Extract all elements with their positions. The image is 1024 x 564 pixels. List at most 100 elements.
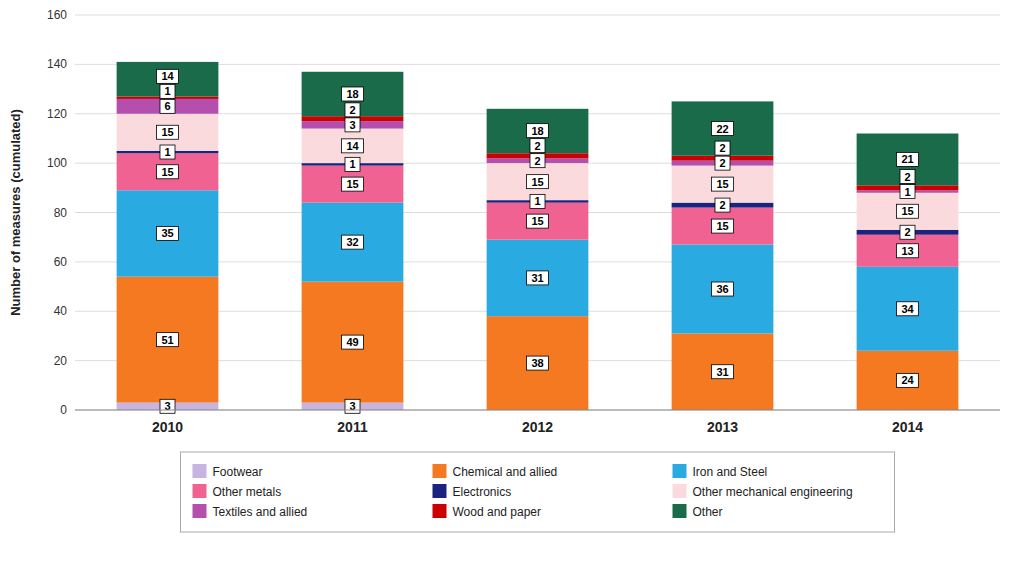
data-label: 1 (534, 195, 540, 207)
data-label-box (530, 154, 545, 168)
data-label-box (900, 225, 915, 239)
x-tick-label: 2011 (337, 419, 368, 435)
grid-line (75, 410, 1000, 411)
data-label-box (527, 124, 549, 138)
bar-segment (302, 282, 404, 403)
data-label-box (160, 99, 175, 113)
data-label: 51 (161, 334, 173, 346)
y-tick-label: 40 (54, 304, 68, 318)
x-tick-label: 2010 (152, 419, 183, 435)
data-label: 2 (534, 140, 540, 152)
data-label: 18 (346, 88, 358, 100)
data-label: 15 (161, 126, 173, 138)
data-label-box (345, 399, 360, 413)
data-label-box (715, 156, 730, 170)
y-axis-label: Number of measures (cumulated) (8, 109, 23, 316)
data-label: 32 (346, 236, 358, 248)
data-label-box (712, 282, 734, 296)
y-tick-label: 80 (54, 206, 68, 220)
data-label: 15 (716, 178, 728, 190)
data-label-box (712, 177, 734, 191)
data-label-box (900, 170, 915, 184)
bar-segment (672, 166, 774, 203)
legend-swatch (673, 464, 687, 478)
bar-segment (487, 109, 589, 153)
legend-swatch (433, 464, 447, 478)
y-tick-label: 140 (47, 57, 67, 71)
data-label: 2 (904, 171, 910, 183)
legend-label: Footwear (213, 465, 263, 479)
y-tick-label: 100 (47, 156, 67, 170)
bar-segment (117, 99, 219, 114)
legend-swatch (673, 484, 687, 498)
data-label: 15 (346, 178, 358, 190)
data-label-box (900, 185, 915, 199)
data-label-box (345, 118, 360, 132)
data-label: 49 (346, 336, 358, 348)
data-label-box (715, 141, 730, 155)
data-label-box (527, 214, 549, 228)
y-tick-label: 160 (47, 8, 67, 22)
data-label: 38 (531, 357, 543, 369)
data-label: 2 (719, 157, 725, 169)
legend-label: Textiles and allied (213, 505, 308, 519)
data-label-box (342, 177, 364, 191)
data-label: 15 (716, 220, 728, 232)
bar-segment (302, 203, 404, 282)
data-label: 1 (349, 158, 355, 170)
legend-label: Electronics (453, 485, 512, 499)
legend-swatch (433, 484, 447, 498)
bars (117, 62, 959, 410)
bar-segment (117, 190, 219, 276)
data-label: 18 (531, 125, 543, 137)
data-label: 15 (901, 205, 913, 217)
data-label-box (160, 399, 175, 413)
data-label-box (897, 204, 919, 218)
data-label-box (157, 165, 179, 179)
data-label-box (527, 356, 549, 370)
data-label-box (897, 152, 919, 166)
data-label: 35 (161, 227, 173, 239)
data-label: 2 (719, 142, 725, 154)
data-label-box (527, 175, 549, 189)
data-label: 22 (716, 123, 728, 135)
bar-segment (302, 72, 404, 116)
data-label: 6 (164, 100, 170, 112)
bar-segment (672, 245, 774, 334)
data-label: 1 (164, 85, 170, 97)
x-tick-label: 2014 (892, 419, 923, 435)
data-label-box (897, 244, 919, 258)
bar-segment (487, 240, 589, 317)
chart: 020406080100120140160Number of measures … (0, 0, 1024, 564)
data-labels: 3513515115611434932151143218383115115221… (157, 69, 919, 413)
data-label: 31 (716, 366, 728, 378)
legend-swatch (193, 504, 207, 518)
data-label: 1 (164, 146, 170, 158)
data-label: 15 (161, 166, 173, 178)
data-label-box (342, 139, 364, 153)
data-label-box (342, 87, 364, 101)
legend-frame (181, 452, 895, 532)
legend-swatch (673, 504, 687, 518)
data-label: 3 (349, 119, 355, 131)
y-tick-label: 0 (60, 403, 67, 417)
legend-label: Chemical and allied (453, 465, 558, 479)
data-label-box (345, 157, 360, 171)
legend-label: Other (693, 505, 723, 519)
data-label-box (157, 69, 179, 83)
data-label: 1 (904, 186, 910, 198)
data-label: 31 (531, 272, 543, 284)
data-label: 36 (716, 283, 728, 295)
data-label: 15 (531, 215, 543, 227)
data-label: 2 (719, 199, 725, 211)
data-label: 34 (901, 303, 914, 315)
data-label: 2 (904, 226, 910, 238)
bar-segment (672, 333, 774, 410)
legend-swatch (193, 464, 207, 478)
data-label: 2 (534, 155, 540, 167)
data-label-box (345, 103, 360, 117)
grid-line (75, 15, 1000, 16)
data-label-box (897, 373, 919, 387)
data-label-box (530, 194, 545, 208)
legend-label: Other metals (213, 485, 282, 499)
